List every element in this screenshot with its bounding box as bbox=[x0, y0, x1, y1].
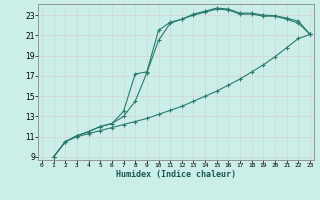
X-axis label: Humidex (Indice chaleur): Humidex (Indice chaleur) bbox=[116, 170, 236, 179]
